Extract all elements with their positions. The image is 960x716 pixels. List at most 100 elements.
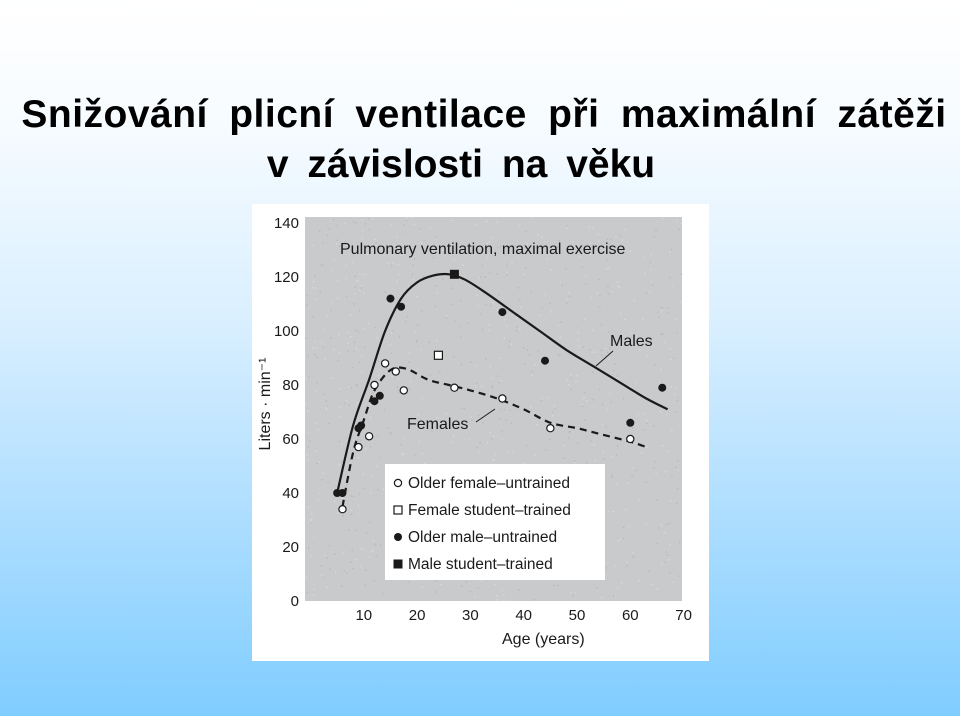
texture-dot xyxy=(616,375,619,377)
texture-dot xyxy=(341,585,343,587)
texture-dot xyxy=(560,321,562,323)
texture-dot xyxy=(372,549,374,552)
texture-dot xyxy=(500,408,502,411)
texture-dot xyxy=(537,234,539,236)
texture-dot xyxy=(669,572,671,574)
texture-dot xyxy=(375,242,377,244)
texture-dot xyxy=(669,544,671,546)
texture-dot xyxy=(355,559,357,561)
texture-dot xyxy=(391,224,393,226)
texture-dot xyxy=(391,332,393,334)
texture-dot xyxy=(588,226,591,228)
texture-dot xyxy=(359,273,361,275)
texture-dot xyxy=(493,459,495,461)
texture-dot xyxy=(452,435,455,437)
texture-dot xyxy=(364,223,367,225)
texture-dot xyxy=(599,295,601,297)
texture-dot xyxy=(574,461,576,464)
texture-dot xyxy=(308,506,310,509)
texture-dot xyxy=(337,279,339,281)
texture-dot xyxy=(339,245,341,247)
texture-dot xyxy=(366,532,368,534)
texture-dot xyxy=(391,376,393,378)
texture-dot xyxy=(311,521,313,524)
texture-dot xyxy=(405,219,408,222)
males-annotation: Males xyxy=(610,333,653,350)
texture-dot xyxy=(360,439,362,441)
texture-dot xyxy=(324,554,326,556)
texture-dot xyxy=(423,239,425,241)
texture-dot xyxy=(508,346,510,348)
y-tick-label: 80 xyxy=(282,377,299,394)
texture-dot xyxy=(676,332,678,334)
texture-dot xyxy=(583,397,585,399)
texture-dot xyxy=(328,545,331,547)
texture-dot xyxy=(552,246,554,248)
texture-dot xyxy=(665,471,667,473)
texture-dot xyxy=(530,217,533,219)
texture-dot xyxy=(369,492,372,494)
texture-dot xyxy=(333,500,336,503)
texture-dot xyxy=(574,591,577,594)
x-tick-label: 20 xyxy=(409,607,426,624)
texture-dot xyxy=(369,446,372,448)
x-tick-label: 50 xyxy=(569,607,586,624)
texture-dot xyxy=(525,230,527,233)
texture-dot xyxy=(355,348,358,350)
texture-dot xyxy=(417,414,420,416)
texture-dot xyxy=(363,291,365,294)
texture-dot xyxy=(322,393,325,396)
texture-dot xyxy=(614,565,616,567)
texture-dot xyxy=(360,565,362,568)
texture-dot xyxy=(647,420,649,422)
texture-dot xyxy=(348,529,350,531)
texture-dot xyxy=(407,581,410,583)
texture-dot xyxy=(629,386,632,388)
texture-dot xyxy=(311,518,313,520)
texture-dot xyxy=(598,240,600,242)
texture-dot xyxy=(642,318,644,320)
texture-dot xyxy=(605,268,608,270)
texture-dot xyxy=(546,258,548,260)
texture-dot xyxy=(561,284,563,286)
texture-dot xyxy=(653,236,655,238)
texture-dot xyxy=(352,496,355,498)
legend-marker xyxy=(393,559,403,569)
data-point xyxy=(498,308,507,317)
texture-dot xyxy=(417,324,419,326)
texture-dot xyxy=(349,314,352,316)
texture-dot xyxy=(367,218,370,220)
texture-dot xyxy=(670,248,672,251)
texture-dot xyxy=(617,281,619,283)
texture-dot xyxy=(383,409,385,411)
texture-dot xyxy=(680,273,683,275)
texture-dot xyxy=(351,366,353,368)
texture-dot xyxy=(592,351,594,353)
texture-dot xyxy=(678,228,681,231)
texture-dot xyxy=(606,409,609,411)
texture-dot xyxy=(307,547,310,549)
texture-dot xyxy=(526,243,528,245)
texture-dot xyxy=(650,268,652,271)
texture-dot xyxy=(322,346,324,348)
texture-dot xyxy=(342,515,344,517)
texture-dot xyxy=(593,444,595,446)
texture-dot xyxy=(477,587,479,589)
texture-dot xyxy=(360,547,362,550)
texture-dot xyxy=(503,337,505,339)
texture-dot xyxy=(603,458,605,460)
texture-dot xyxy=(363,328,366,330)
texture-dot xyxy=(632,427,634,429)
texture-dot xyxy=(404,320,407,323)
texture-dot xyxy=(657,311,659,313)
texture-dot xyxy=(607,352,609,354)
texture-dot xyxy=(665,551,668,553)
texture-dot xyxy=(599,306,601,308)
texture-dot xyxy=(325,405,328,407)
texture-dot xyxy=(476,382,478,385)
texture-dot xyxy=(631,467,634,469)
texture-dot xyxy=(373,543,376,545)
texture-dot xyxy=(379,456,381,459)
texture-dot xyxy=(551,415,554,417)
texture-dot xyxy=(566,379,569,381)
